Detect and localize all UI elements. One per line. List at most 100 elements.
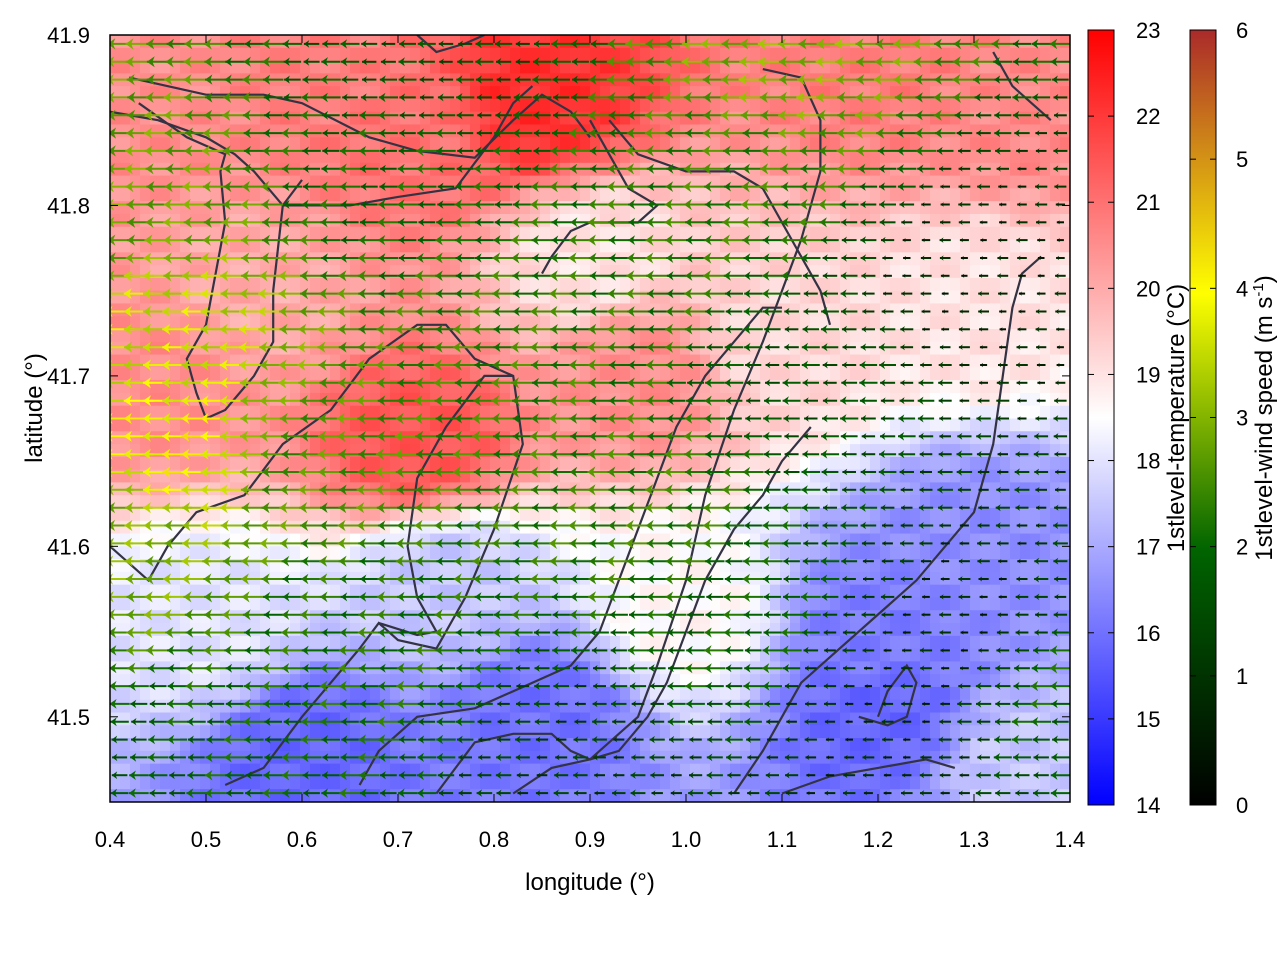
heatmap-cell — [1060, 623, 1070, 637]
heatmap-cell — [440, 303, 451, 317]
heatmap-cell — [1040, 111, 1051, 126]
heatmap-cell — [670, 456, 681, 471]
heatmap-cell — [620, 597, 631, 611]
heatmap-cell — [470, 354, 481, 368]
heatmap-cell — [380, 546, 391, 560]
heatmap-cell — [660, 354, 671, 368]
heatmap-cell — [490, 405, 501, 420]
heatmap-cell — [170, 367, 181, 381]
heatmap-cell — [990, 175, 1001, 189]
heatmap-cell — [270, 559, 281, 573]
heatmap-cell — [840, 469, 851, 484]
heatmap-cell — [850, 584, 861, 599]
heatmap-cell — [970, 303, 981, 317]
heatmap-cell — [120, 584, 131, 599]
heatmap-cell — [250, 341, 261, 356]
heatmap-cell — [820, 329, 831, 343]
heatmap-cell — [770, 47, 781, 62]
heatmap-cell — [980, 239, 991, 253]
heatmap-cell — [540, 367, 551, 381]
heatmap-cell — [770, 35, 781, 49]
heatmap-cell — [320, 35, 331, 49]
heatmap-cell — [820, 610, 831, 624]
heatmap-cell — [350, 418, 361, 432]
heatmap-cell — [510, 124, 521, 138]
heatmap-cell — [880, 533, 891, 547]
heatmap-cell — [920, 674, 931, 688]
heatmap-cell — [920, 213, 931, 228]
heatmap-cell — [520, 111, 531, 126]
heatmap-cell — [890, 137, 901, 151]
heatmap-cell — [1000, 265, 1011, 279]
heatmap-cell — [880, 418, 891, 432]
heatmap-cell — [420, 316, 431, 330]
heatmap-cell — [530, 367, 541, 381]
heatmap-cell — [200, 137, 211, 151]
heatmap-cell — [770, 277, 781, 292]
heatmap-cell — [120, 469, 131, 484]
heatmap-cell — [570, 175, 581, 189]
heatmap-cell — [630, 597, 641, 611]
heatmap-cell — [1010, 507, 1021, 522]
heatmap-cell — [620, 686, 631, 701]
heatmap-cell — [600, 444, 611, 458]
heatmap-cell — [230, 635, 241, 650]
heatmap-cell — [170, 354, 181, 368]
heatmap-cell — [430, 137, 441, 151]
heatmap-cell — [440, 137, 451, 151]
heatmap-cell — [670, 648, 681, 662]
heatmap-cell — [630, 686, 641, 701]
heatmap-cell — [550, 265, 561, 279]
heatmap-cell — [220, 367, 231, 381]
heatmap-cell — [420, 201, 431, 215]
heatmap-cell — [590, 635, 601, 650]
heatmap-cell — [890, 86, 901, 100]
heatmap-cell — [500, 354, 511, 368]
heatmap-cell — [640, 35, 651, 49]
heatmap-cell — [410, 469, 421, 484]
heatmap-cell — [850, 431, 861, 445]
heatmap-cell — [600, 98, 611, 113]
heatmap-cell — [140, 559, 151, 573]
heatmap-cell — [540, 86, 551, 100]
heatmap-cell — [580, 686, 591, 701]
heatmap-cell — [780, 507, 791, 522]
heatmap-cell — [390, 635, 401, 650]
heatmap-cell — [500, 431, 511, 445]
heatmap-cell — [350, 546, 361, 560]
heatmap-cell — [150, 150, 161, 164]
heatmap-cell — [240, 559, 251, 573]
heatmap-cell — [430, 86, 441, 100]
heatmap-cell — [580, 507, 591, 522]
heatmap-cell — [480, 265, 491, 279]
heatmap-cell — [450, 290, 461, 305]
heatmap-cell — [230, 265, 241, 279]
heatmap-cell — [240, 303, 251, 317]
heatmap-cell — [840, 290, 851, 305]
heatmap-cell — [290, 674, 301, 688]
heatmap-cell — [240, 507, 251, 522]
heatmap-cell — [870, 316, 881, 330]
heatmap-cell — [570, 469, 581, 484]
heatmap-cell — [990, 546, 1001, 560]
heatmap-cell — [950, 495, 961, 509]
heatmap-cell — [1030, 303, 1041, 317]
heatmap-cell — [950, 175, 961, 189]
heatmap-cell — [720, 226, 731, 241]
heatmap-cell — [180, 124, 191, 138]
heatmap-cell — [810, 559, 821, 573]
heatmap-cell — [790, 226, 801, 241]
heatmap-cell — [660, 329, 671, 343]
heatmap-cell — [740, 686, 751, 701]
heatmap-cell — [580, 213, 591, 228]
heatmap-cell — [620, 418, 631, 432]
heatmap-cell — [830, 456, 841, 471]
heatmap-cell — [370, 111, 381, 126]
heatmap-cell — [890, 533, 901, 547]
heatmap-cell — [350, 686, 361, 701]
heatmap-cell — [890, 661, 901, 675]
heatmap-cell — [270, 405, 281, 420]
heatmap-cell — [530, 329, 541, 343]
heatmap-cell — [760, 277, 771, 292]
heatmap-cell — [990, 597, 1001, 611]
